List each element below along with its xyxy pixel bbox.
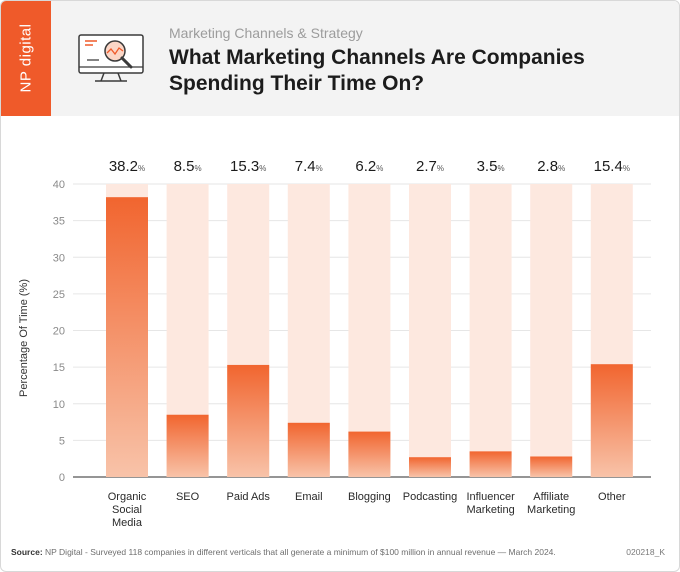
- page-title: What Marketing Channels Are Companies Sp…: [169, 46, 585, 95]
- bar-track: [469, 184, 512, 477]
- y-tick-label: 20: [53, 326, 65, 338]
- bar-chart: 0 5 10 15 20 25 30 35 40 38.2% Organic Social Media…: [18, 158, 651, 529]
- source-note: Source: NP Digital - Surveyed 118 compan…: [11, 547, 556, 557]
- data-label: 2.7%: [416, 158, 444, 175]
- bar-track: [409, 184, 451, 477]
- y-tick-label: 15: [53, 362, 65, 374]
- bar: [530, 456, 573, 477]
- source-label: Source:: [11, 547, 43, 557]
- x-tick-label: Affiliate Marketing: [527, 491, 575, 516]
- y-tick-label: 10: [53, 399, 65, 411]
- bar: [469, 451, 512, 477]
- bar: [590, 364, 633, 477]
- bar: [287, 422, 330, 477]
- data-label: 7.4%: [295, 158, 323, 175]
- source-text: NP Digital - Surveyed 118 companies in d…: [45, 547, 556, 557]
- infographic-code: 020218_K: [626, 547, 665, 557]
- y-tick-label: 30: [53, 252, 65, 264]
- subtitle: Marketing Channels & Strategy: [169, 25, 363, 41]
- brand-bar: NP digital: [1, 1, 51, 116]
- bar: [409, 457, 451, 477]
- data-label: 3.5%: [477, 158, 505, 175]
- y-tick-label: 40: [53, 179, 65, 191]
- data-label: 6.2%: [355, 158, 383, 175]
- x-tick-label: Organic Social Media: [108, 491, 147, 529]
- data-label: 8.5%: [174, 158, 202, 175]
- bar: [106, 197, 148, 477]
- data-label: 15.3%: [230, 158, 266, 175]
- x-tick-label: Other: [598, 491, 626, 503]
- x-tick-label: SEO: [176, 491, 200, 503]
- y-tick-label: 5: [59, 435, 65, 447]
- data-label: 15.4%: [594, 158, 630, 175]
- bar: [166, 414, 209, 477]
- y-tick-label: 35: [53, 216, 65, 228]
- header: NP digital Marketing Channels & Strategy…: [1, 1, 679, 116]
- data-label: 38.2%: [109, 158, 145, 175]
- analytics-monitor-icon: [78, 34, 144, 82]
- bar: [348, 431, 391, 477]
- data-label: 2.8%: [537, 158, 565, 175]
- y-tick-label: 0: [59, 472, 65, 484]
- x-tick-label: Blogging: [348, 491, 391, 503]
- bar-track: [530, 184, 573, 477]
- y-axis-title: Percentage Of Time (%): [18, 279, 30, 397]
- bar: [227, 364, 270, 477]
- bar-track: [348, 184, 391, 477]
- brand-logo: NP digital: [17, 23, 35, 93]
- x-tick-label: Paid Ads: [226, 491, 270, 503]
- x-tick-label: Email: [295, 491, 323, 503]
- x-tick-label: Influencer Marketing: [466, 491, 515, 516]
- y-tick-label: 25: [53, 289, 65, 301]
- x-tick-label: Podcasting: [403, 491, 457, 503]
